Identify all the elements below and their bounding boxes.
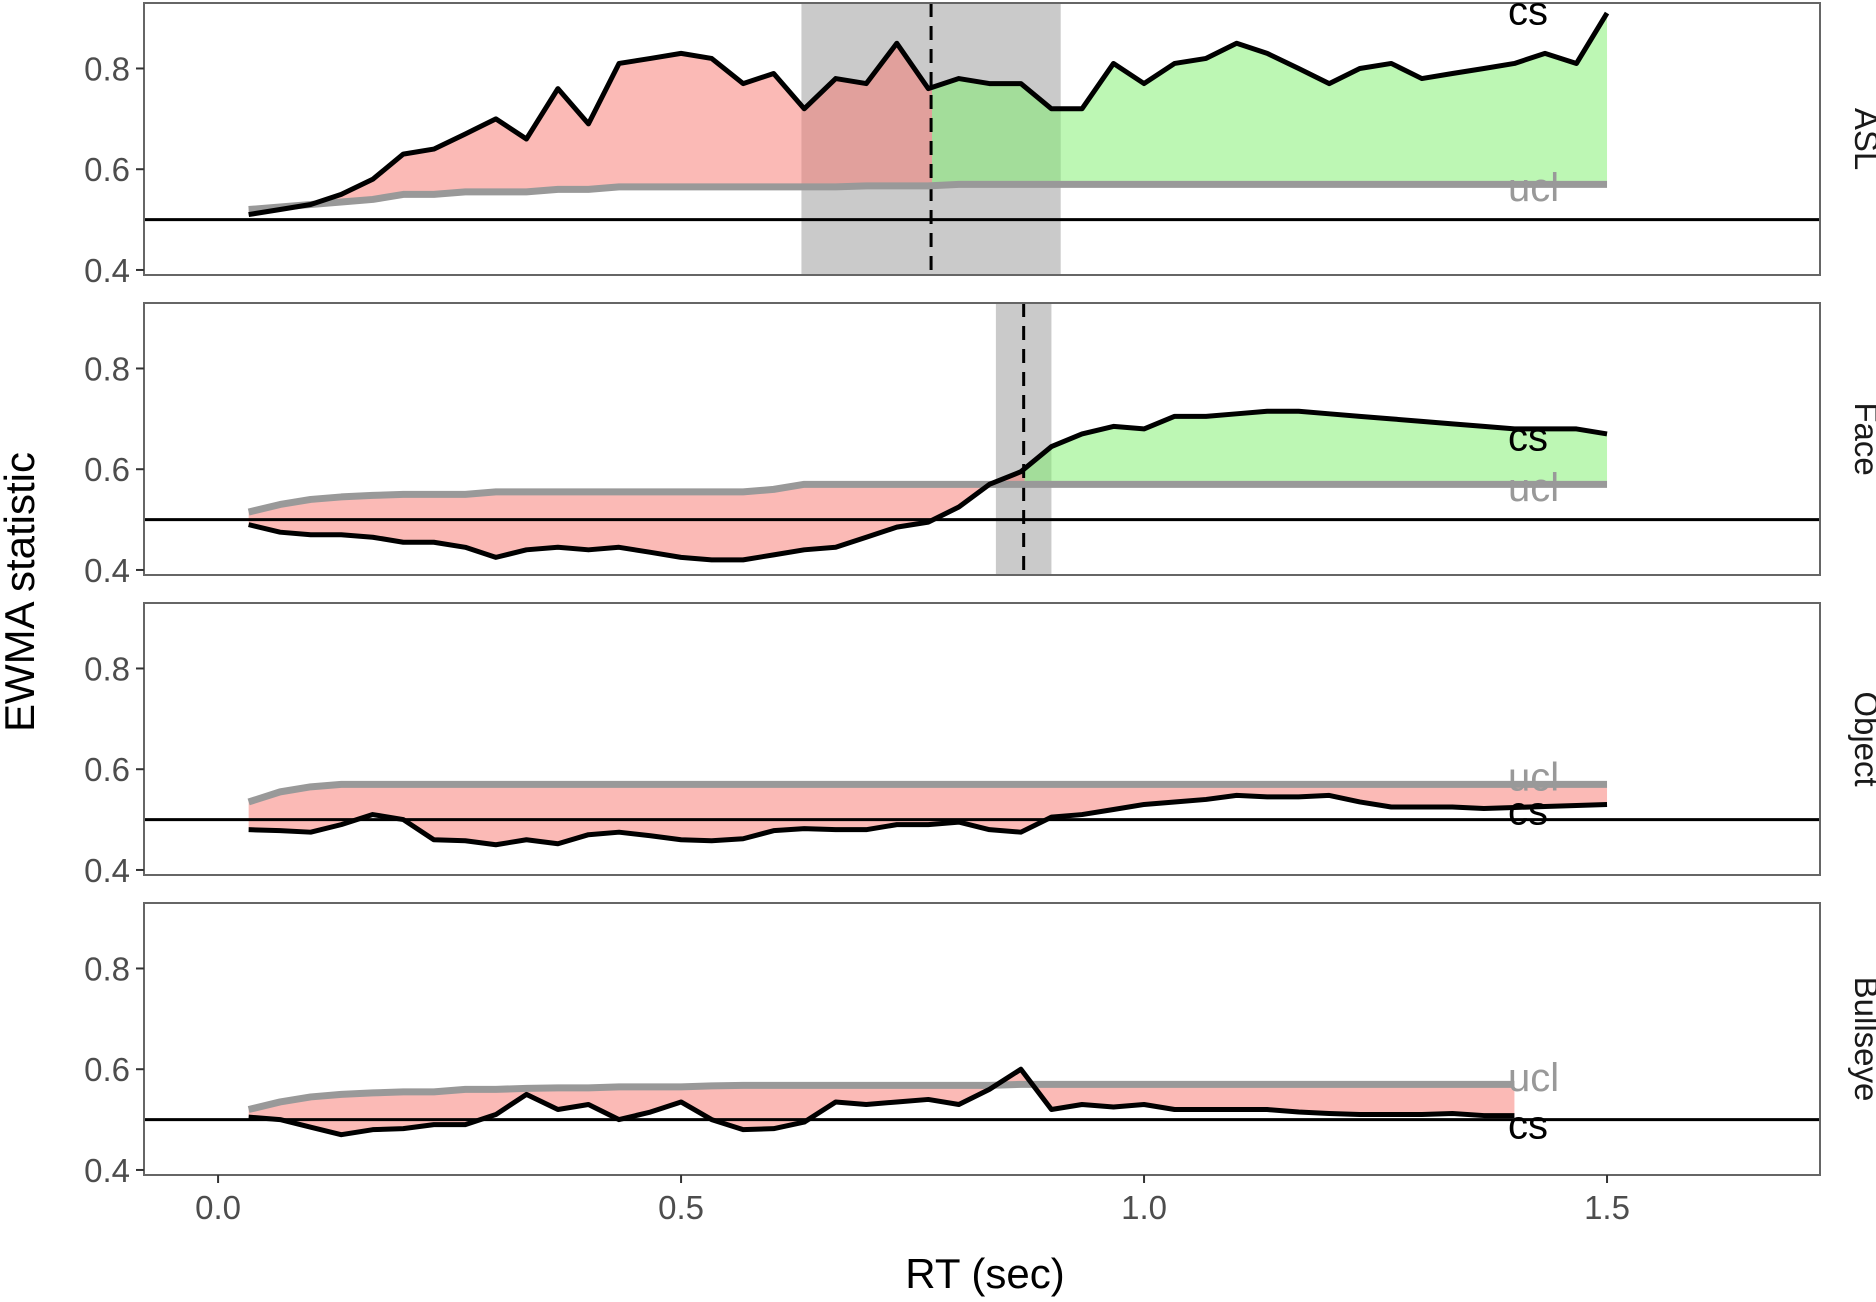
panel-strip-label: Bullseye [1848,977,1876,1102]
y-axis-title: EWMA statistic [0,452,43,732]
panel-border [143,302,1821,576]
cs-series-label: cs [1508,0,1548,34]
cs-series-label: cs [1508,790,1548,834]
x-tick-label: 1.5 [1584,1189,1630,1226]
x-axis: 0.0 0.5 1.0 1.5 [195,1175,1630,1226]
cs-series-label: cs [1508,1104,1548,1148]
panel-plot-area [144,1066,1820,1138]
panel-plot-area [144,3,1820,275]
panel-border [143,2,1821,276]
ucl-series-line [247,1080,1515,1113]
y-tick-label: 0.8 [84,50,130,87]
y-tick-label: 0.6 [84,751,130,788]
y-tick-label: 0.4 [84,552,130,589]
panel-strip-label: Face [1848,402,1876,475]
ucl-series-label: ucl [1508,466,1559,510]
cs-series-line [248,1066,1515,1138]
ucl-series-line [247,480,1608,516]
y-tick-label: 0.6 [84,451,130,488]
cs-series-line [248,792,1608,848]
onset-ci-band [995,303,1052,575]
below-ucl-fill [248,43,932,215]
facet-panels: 0.40.60.8csuclASL0.40.60.8csuclFace0.40.… [84,0,1876,1189]
panel-asl: 0.4 0.6 0.8 cs ucl ASL [84,0,1876,289]
ucl-series-label: ucl [1508,166,1559,210]
y-tick-label: 0.8 [84,650,130,687]
panel-border [143,602,1821,876]
panel-strip-label: Object [1848,691,1876,786]
above-ucl-fill [1024,411,1608,485]
x-tick-label: 1.0 [1121,1189,1167,1226]
panel-plot-area [144,780,1820,848]
panel-border [143,902,1821,1176]
panel-strip-label: ASL [1848,108,1876,170]
cs-series-label: cs [1508,415,1548,459]
panel-plot-area [144,303,1820,575]
ucl-series-label: ucl [1508,755,1559,799]
x-tick-label: 0.0 [195,1189,241,1226]
panel-face: 0.4 0.6 0.8 cs ucl Face [84,302,1876,589]
y-tick-label: 0.8 [84,350,130,387]
ucl-series-label: ucl [1508,1056,1559,1100]
x-axis-title: RT (sec) [905,1250,1064,1297]
above-ucl-fill [931,13,1608,186]
y-tick-label: 0.6 [84,1051,130,1088]
y-tick-label: 0.4 [84,852,130,889]
ucl-series-line [247,780,1608,806]
cs-series-line [248,408,1608,563]
below-ucl-fill [248,784,1608,845]
x-tick-label: 0.5 [658,1189,704,1226]
y-tick-label: 0.4 [84,1152,130,1189]
y-tick-label: 0.4 [84,252,130,289]
ucl-series-line [248,180,1608,214]
y-tick-label: 0.8 [84,950,130,987]
cs-series-line [248,11,1610,218]
below-ucl-fill [248,468,1025,560]
y-tick-label: 0.6 [84,151,130,188]
